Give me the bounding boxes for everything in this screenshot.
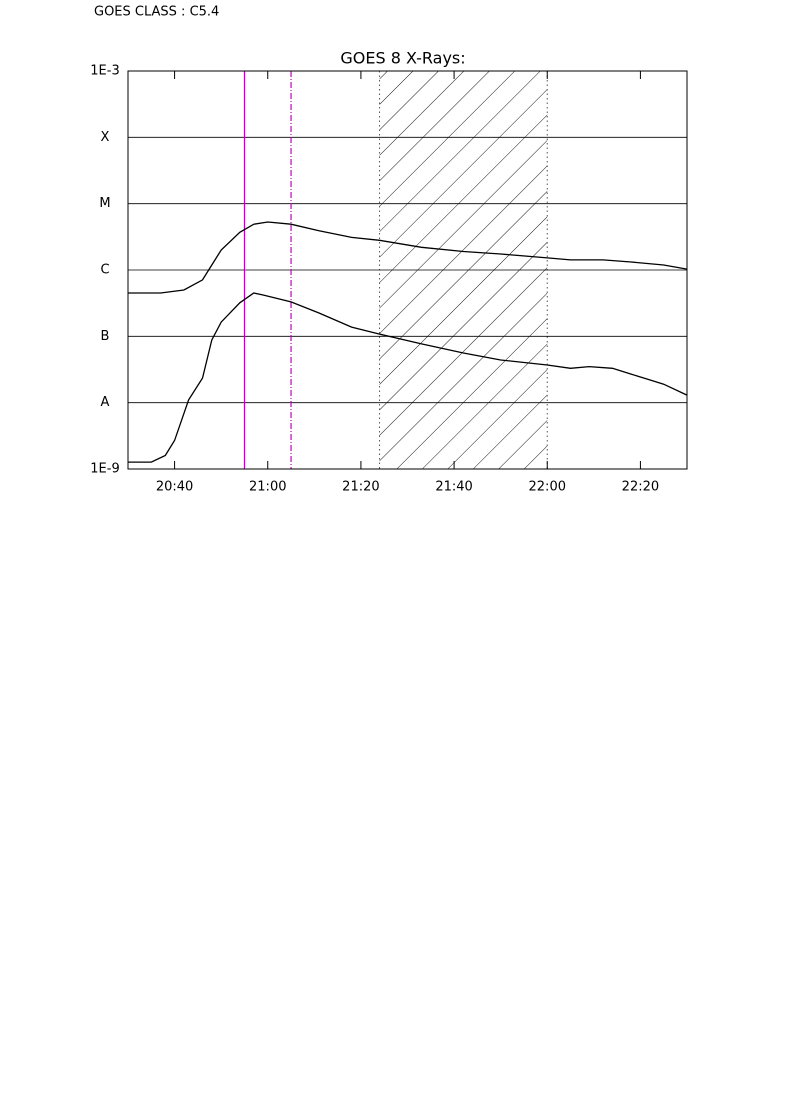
y-tick-label: A xyxy=(101,395,110,410)
y-tick-label: M xyxy=(99,196,110,211)
y-tick-label: 1E-9 xyxy=(90,462,119,477)
x-tick-label: 21:40 xyxy=(435,480,472,495)
x-tick-label: 21:20 xyxy=(342,480,379,495)
header: GOES CLASS : C5.4 xyxy=(94,5,219,20)
x-tick-label: 21:00 xyxy=(249,480,286,495)
y-tick-label: X xyxy=(101,130,110,145)
flux-line xyxy=(128,292,687,463)
y-tick-label: B xyxy=(101,329,110,344)
x-tick-label: 22:20 xyxy=(622,480,659,495)
x-tick-label: 20:40 xyxy=(156,480,193,495)
plot-frame xyxy=(127,70,688,470)
chart-title: GOES 8 X-Rays: xyxy=(340,49,465,68)
y-tick-label: 1E-3 xyxy=(90,64,119,79)
x-tick-label: 22:00 xyxy=(529,480,566,495)
flux-line xyxy=(128,221,687,294)
y-tick-label: C xyxy=(100,263,109,278)
